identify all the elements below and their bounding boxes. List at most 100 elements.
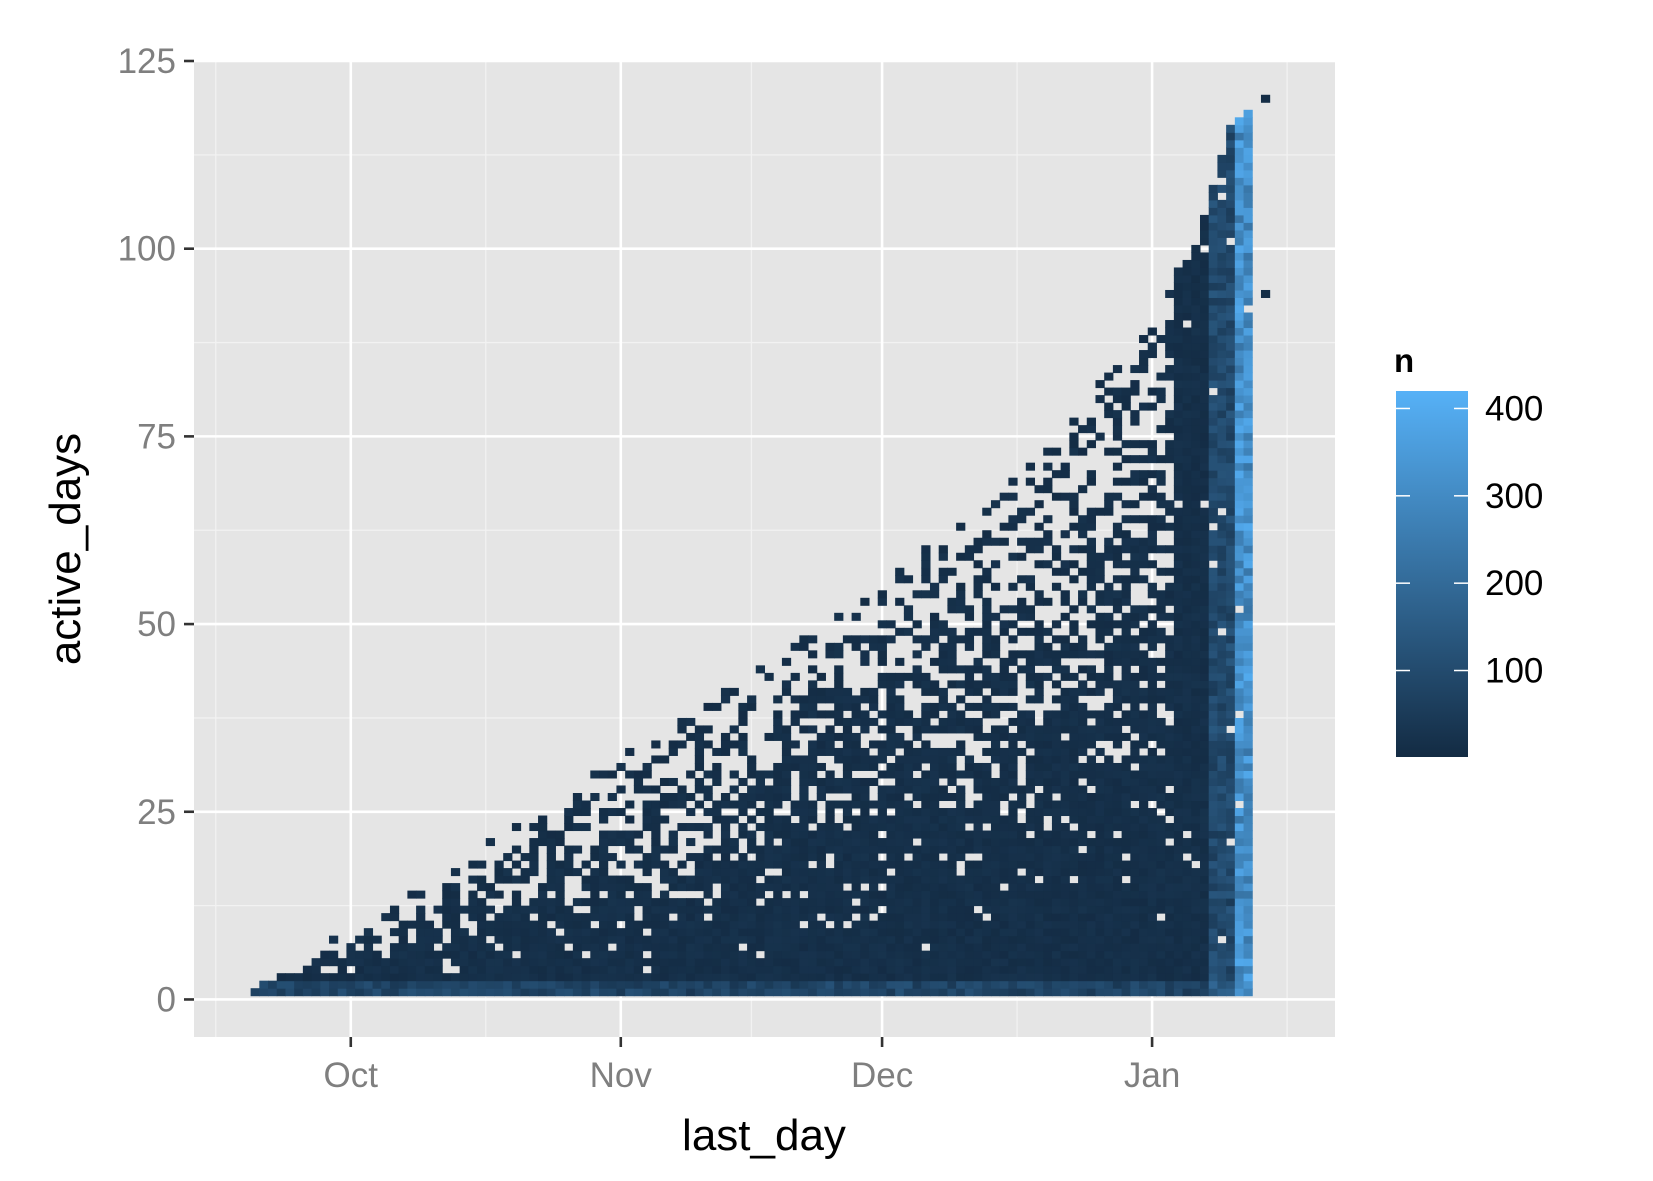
heatmap-cell [720,988,731,997]
heatmap-cell [764,823,774,832]
heatmap-cell [1156,695,1166,704]
heatmap-cell [1139,943,1149,952]
heatmap-cell [703,928,713,937]
heatmap-cell [877,875,887,884]
heatmap-cell [1173,883,1184,892]
heatmap-cell [1156,522,1166,531]
heatmap-cell [1121,672,1131,681]
heatmap-cell [1156,762,1166,771]
heatmap-cell [1226,680,1236,689]
heatmap-cell [1034,725,1044,734]
heatmap-cell [651,950,661,959]
heatmap-cell [398,943,408,952]
heatmap-cell [1200,590,1210,599]
heatmap-cell [938,830,948,839]
heatmap-cell [1043,560,1053,569]
heatmap-cell [1208,192,1218,201]
heatmap-cell [1034,935,1044,944]
heatmap-cell [1191,830,1201,839]
heatmap-cell [1182,597,1192,606]
heatmap-cell [1069,808,1079,817]
heatmap-cell [999,890,1009,899]
heatmap-cell [929,913,940,922]
heatmap-cell [1217,455,1227,464]
heatmap-cell [1130,560,1140,569]
heatmap-cell [1234,657,1245,666]
heatmap-cell [1243,740,1253,749]
heatmap-cell [572,823,583,832]
heatmap-cell [956,747,966,756]
heatmap-cell [982,943,992,952]
heatmap-cell [1217,162,1227,171]
heatmap-cell [1217,327,1227,336]
heatmap-cell [1147,657,1157,666]
heatmap-cell [842,965,853,974]
heatmap-cell [372,965,382,974]
heatmap-cell [1025,605,1036,614]
heatmap-cell [1200,492,1210,501]
heatmap-cell [1034,732,1044,741]
heatmap-cell [1234,672,1245,681]
heatmap-cell [1130,823,1140,832]
heatmap-cell [1104,447,1114,456]
heatmap-cell [572,913,583,922]
heatmap-cell [947,650,957,659]
heatmap-cell [1165,973,1175,982]
heatmap-cell [468,958,478,967]
heatmap-cell [564,815,574,824]
heatmap-cell [903,898,914,907]
heatmap-cell [1034,823,1044,832]
heatmap-cell [1191,680,1201,689]
heatmap-cell [1147,793,1157,802]
heatmap-cell [964,965,975,974]
heatmap-cell [1217,515,1227,524]
heatmap-cell [1217,432,1227,441]
heatmap-cell [1069,560,1079,569]
heatmap-cell [1182,447,1192,456]
heatmap-cell [790,838,800,847]
heatmap-cell [572,920,583,929]
heatmap-cell [1217,567,1227,576]
heatmap-cell [1243,650,1253,659]
heatmap-cell [1147,845,1157,854]
heatmap-cell [416,943,426,952]
heatmap-cell [895,740,905,749]
heatmap-cell [1069,777,1079,786]
heatmap-cell [956,838,966,847]
heatmap-cell [1243,762,1253,771]
heatmap-cell [1025,777,1036,786]
heatmap-cell [1208,920,1218,929]
heatmap-cell [921,635,931,644]
heatmap-cell [1200,657,1210,666]
heatmap-cell [1156,672,1166,681]
heatmap-cell [1130,672,1140,681]
heatmap-cell [686,838,696,847]
heatmap-cell [877,770,887,779]
heatmap-cell [538,890,548,899]
heatmap-cell [773,717,783,726]
heatmap-cell [1034,522,1044,531]
heatmap-cell [1173,552,1184,561]
heatmap-cell [1051,770,1062,779]
y-tick-label: 100 [118,230,176,269]
heatmap-cell [1208,492,1218,501]
heatmap-cell [729,800,739,809]
heatmap-cell [1156,500,1166,509]
heatmap-cell [1226,252,1236,261]
heatmap-cell [1217,808,1227,817]
heatmap-cell [651,808,661,817]
heatmap-cell [1130,815,1140,824]
heatmap-cell [938,785,948,794]
heatmap-cell [956,740,966,749]
heatmap-cell [1191,582,1201,591]
heatmap-cell [468,988,478,997]
heatmap-cell [1069,522,1079,531]
heatmap-cell [1234,875,1245,884]
heatmap-cell [1226,485,1236,494]
heatmap-cell [398,920,408,929]
heatmap-cell [1051,620,1062,629]
heatmap-cell [703,988,713,997]
heatmap-cell [407,965,417,974]
heatmap-cell [1112,838,1123,847]
heatmap-cell [659,950,670,959]
